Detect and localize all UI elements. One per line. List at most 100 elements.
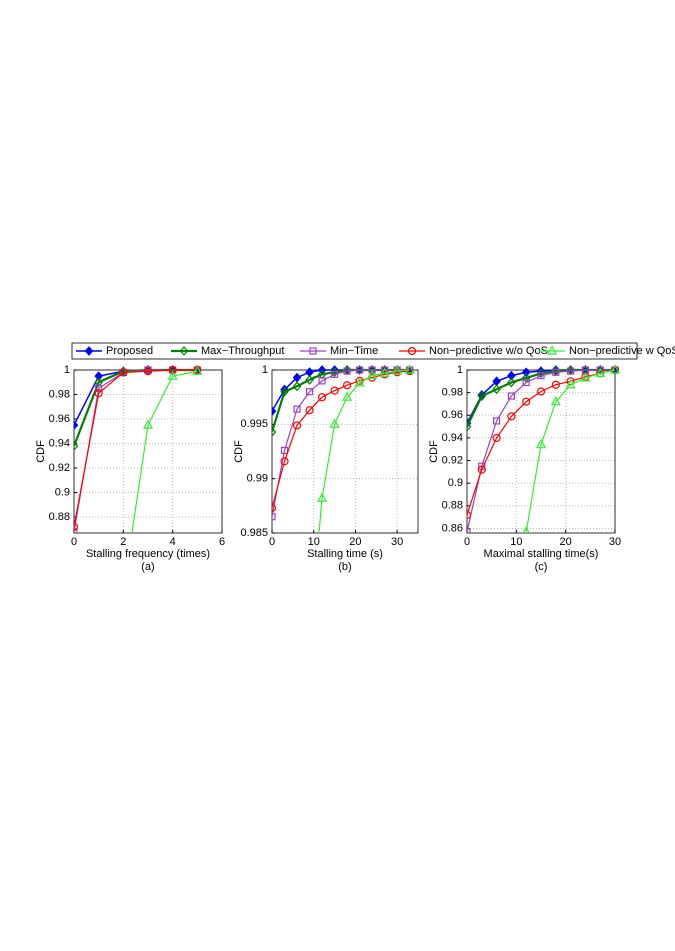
marker: [379, 367, 390, 377]
marker: [305, 406, 314, 415]
x-axis-label: Maximal stalling time(s): [484, 548, 599, 560]
series-line: [272, 370, 410, 509]
marker: [522, 378, 530, 387]
marker: [292, 421, 302, 430]
legend-item: Non−predictive w QoS: [539, 345, 675, 357]
marker: [507, 392, 515, 400]
marker: [280, 386, 289, 397]
marker: [330, 370, 339, 378]
series: Non−predictive w QoS: [306, 364, 415, 645]
marker: [94, 371, 103, 382]
x-tick-label: 6: [219, 536, 225, 548]
subplot: 0 2 4 6 0.88 0.9 0.92 0.94 0.96 0.98 1 Stalling fre…: [35, 364, 225, 573]
legend-label: Non−predictive w QoS: [569, 345, 675, 357]
series: Non−predictive w/o QoS: [74, 365, 202, 531]
x-tick-label: 0: [464, 536, 470, 548]
marker: [318, 377, 326, 385]
x-tick-label: 10: [510, 536, 522, 548]
marker: [317, 492, 328, 502]
x-tick-label: 2: [120, 536, 126, 548]
caption: (a): [141, 561, 154, 573]
marker: [354, 377, 365, 387]
y-tick-label: 0.98: [442, 387, 463, 399]
marker: [168, 365, 177, 375]
marker: [306, 637, 314, 645]
marker: [566, 367, 575, 375]
marker: [507, 412, 516, 421]
marker: [404, 364, 415, 374]
marker: [74, 441, 79, 451]
series-line: [467, 369, 616, 516]
series-line: [131, 370, 198, 533]
marker: [305, 388, 314, 396]
marker: [477, 391, 487, 401]
y-tick-label: 0.94: [442, 432, 463, 444]
y-tick-label: 0.92: [442, 454, 463, 466]
marker: [477, 465, 486, 474]
legend-item: Proposed: [76, 345, 153, 357]
y-tick-label: 1: [457, 364, 463, 376]
marker: [179, 346, 189, 356]
x-tick-label: 10: [308, 536, 320, 548]
marker: [522, 526, 530, 533]
series: Non−predictive w QoS: [131, 365, 203, 533]
series-line: [74, 369, 198, 527]
legend-label: Non−predictive w/o QoS: [429, 345, 548, 357]
marker: [74, 528, 78, 533]
y-tick-label: 1: [262, 364, 268, 376]
marker: [536, 438, 546, 449]
legend-item: Min−Time: [300, 345, 378, 357]
marker: [565, 378, 576, 389]
x-tick-label: 0: [269, 536, 275, 548]
marker: [342, 391, 353, 401]
marker: [280, 457, 289, 466]
legend-label: Max−Throughput: [201, 345, 284, 357]
marker: [551, 380, 560, 389]
marker: [292, 381, 302, 392]
y-axis-label: CDF: [428, 440, 440, 463]
x-axis-label: Stalling frequency (times): [86, 548, 210, 560]
marker: [356, 366, 364, 374]
y-tick-label: 0.98: [49, 388, 70, 400]
caption: (b): [338, 561, 351, 573]
marker: [367, 369, 378, 380]
marker: [330, 386, 339, 395]
marker: [309, 347, 317, 355]
marker: [493, 417, 501, 425]
marker: [507, 377, 516, 388]
plot-series: ProposedMax−ThroughputMin−TimeNon−predic…: [467, 364, 620, 533]
plot-series: ProposedMax−ThroughputMin−TimeNon−predic…: [74, 365, 203, 533]
marker: [492, 384, 501, 395]
x-tick-label: 20: [349, 536, 361, 548]
marker: [521, 367, 531, 378]
marker: [317, 393, 327, 402]
subplot: 0 10 20 30 0.985 0.99 0.995 1 Stalling time (s)(…: [233, 364, 419, 645]
series-line: [525, 369, 616, 532]
x-tick-label: 20: [560, 536, 572, 548]
marker: [192, 365, 203, 375]
marker: [94, 377, 103, 388]
marker: [610, 364, 620, 374]
y-tick-label: 0.99: [247, 473, 268, 485]
marker: [94, 389, 103, 398]
y-tick-label: 0.9: [448, 477, 463, 489]
marker: [355, 365, 364, 375]
marker: [522, 397, 531, 406]
series-line: [318, 369, 410, 533]
marker: [305, 374, 314, 385]
y-axis-label: CDF: [35, 440, 47, 463]
series-line: [467, 369, 615, 532]
x-tick-label: 30: [391, 536, 403, 548]
plot-area: [272, 370, 418, 533]
marker: [467, 421, 472, 432]
y-tick-label: 0.96: [49, 413, 70, 425]
marker: [280, 446, 289, 455]
marker: [329, 418, 340, 428]
marker: [507, 370, 516, 381]
marker: [407, 346, 417, 356]
y-tick-label: 0.9: [55, 486, 70, 498]
series-line: [272, 369, 410, 517]
marker: [143, 419, 153, 429]
marker: [552, 368, 560, 376]
